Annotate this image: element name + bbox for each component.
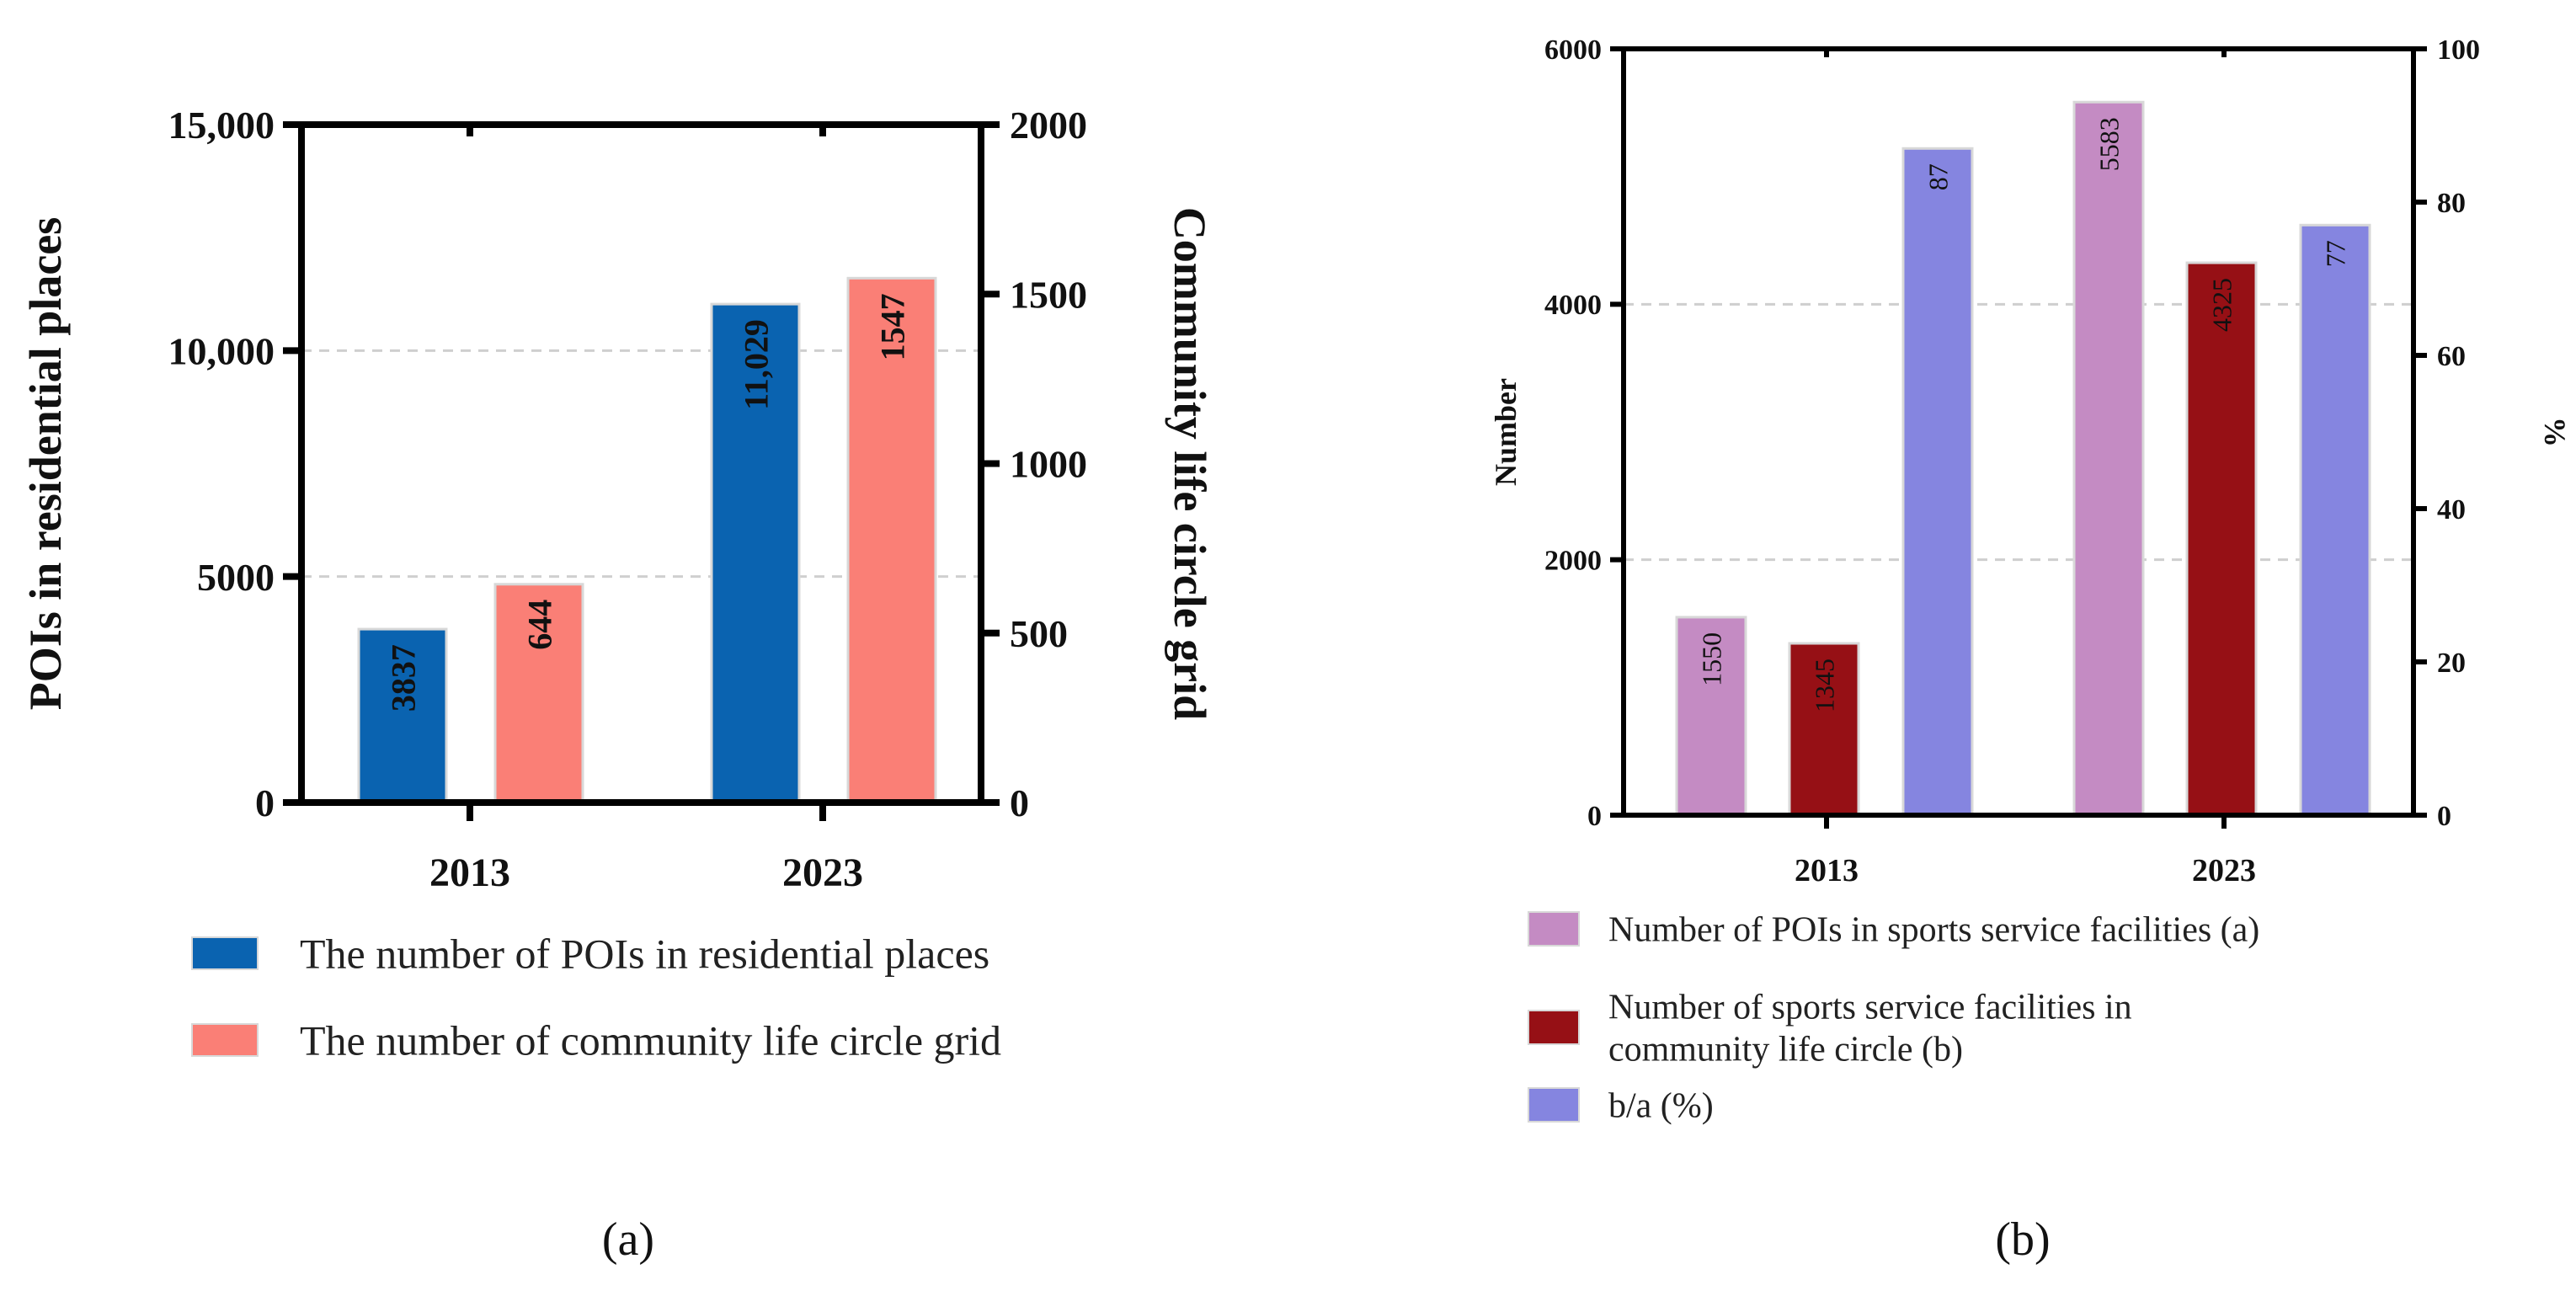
y2-axis-title: % [2538,417,2572,447]
bar [2072,100,2145,817]
y2-tick-label: 0 [2437,801,2451,832]
legend-swatch [191,936,259,970]
y2-axis-title: Community life circle grid [1165,207,1215,720]
bar [493,583,584,804]
bar-value-label: 87 [1923,163,1954,190]
legend-label: Number of sports service facilities in [1608,989,2132,1027]
y-tick-label: 4000 [1544,290,1602,321]
bar-value-label: 1550 [1697,632,1727,686]
y2-tick-label: 0 [1010,781,1029,824]
bar [357,627,448,804]
legend-label: The number of community life circle grid [300,1017,1001,1064]
legend-swatch [191,1023,259,1057]
y-tick-label: 10,000 [168,329,275,372]
bar-value-label: 1547 [873,293,911,360]
panel-label-b: (b) [1995,1213,2050,1266]
y2-tick-label: 20 [2437,648,2466,679]
bar-value-label: 1345 [1810,659,1840,712]
y2-tick-label: 100 [2437,35,2480,66]
x-tick-label: 2013 [1795,853,1859,888]
y-tick-label: 6000 [1544,35,1602,66]
y-tick-label: 0 [255,781,275,824]
y-tick-label: 15,000 [168,104,275,147]
bar-value-label: 5583 [2094,117,2125,171]
y2-tick-label: 60 [2437,341,2466,372]
y-tick-label: 2000 [1544,546,1602,577]
legend-swatch [1528,1010,1580,1045]
bar-value-label: 77 [2321,240,2351,267]
y2-tick-label: 2000 [1010,104,1087,147]
chart-a: 3837 11,029 644 1547 0 5000 10,000 15,000 0 500 10… [20,104,1215,1064]
legend-label: b/a (%) [1608,1087,1714,1126]
legend-label: The number of POIs in residential places [300,931,989,978]
bar [1901,147,1974,817]
panel-label-a: (a) [602,1213,654,1266]
y2-tick-label: 500 [1010,612,1068,655]
bar-value-label: 4325 [2207,278,2237,332]
y2-tick-label: 1000 [1010,443,1087,486]
x-tick-label: 2023 [782,851,863,895]
legend-swatch [1528,1087,1580,1123]
bar [846,276,937,804]
y-tick-label: 5000 [197,556,275,599]
chart-b: 1550 5583 1345 4325 87 77 0 2000 4000 6000 0 20 40 60… [1489,35,2572,1126]
y-tick-label: 0 [1587,801,1602,832]
bar [2299,223,2371,817]
y-axis-title: Number [1489,378,1523,486]
bar-value-label: 11,029 [737,319,775,410]
bar [2185,261,2258,817]
bar-value-label: 644 [520,600,558,650]
y2-tick-label: 80 [2437,188,2466,219]
x-tick-label: 2023 [2192,853,2256,888]
x-tick-label: 2013 [429,851,510,895]
legend-label: community life circle (b) [1608,1031,1963,1069]
y2-tick-label: 1500 [1010,273,1087,316]
bar-value-label: 3837 [384,644,422,712]
y-axis-title: POIs in residential places [20,217,71,711]
legend-swatch [1528,911,1580,947]
legend-label: Number of POIs in sports service facilit… [1608,911,2259,950]
y2-tick-label: 40 [2437,494,2466,525]
